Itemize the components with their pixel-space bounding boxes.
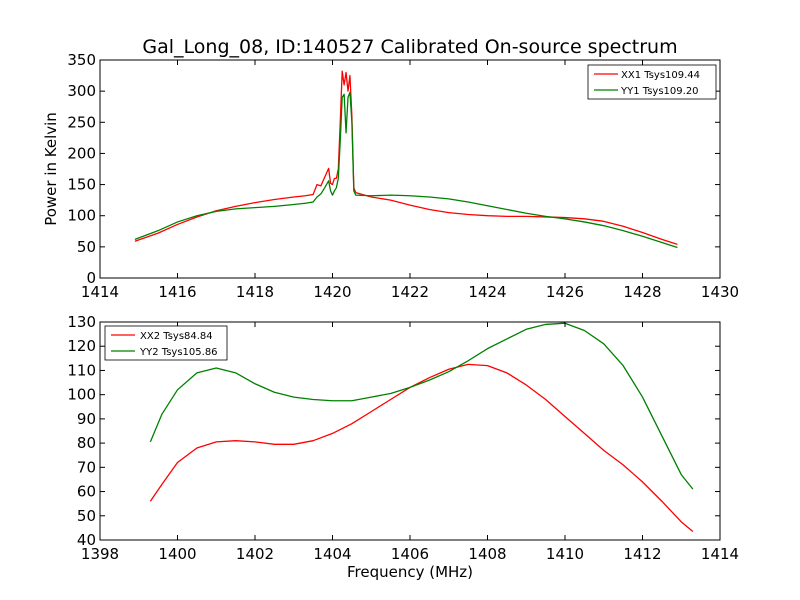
bottom-x-tick-label: 1408 — [468, 545, 506, 563]
top-y-tick-label: 300 — [67, 82, 96, 100]
top-x-tick-label: 1426 — [546, 283, 584, 301]
top-x-tick-label: 1422 — [391, 283, 429, 301]
top-series-layer — [134, 70, 678, 249]
top-y-tick-label: 350 — [67, 51, 96, 69]
top-ticks-layer: 1414 1416 1418 1420 1422 1424 1426 1428 1430 0 50 1… — [67, 51, 739, 301]
bottom-y-tick-label: 110 — [67, 361, 96, 379]
bottom-x-tick-label: 1406 — [391, 545, 429, 563]
top-y-tick-label: 50 — [77, 238, 96, 256]
bottom-x-tick-label: 1414 — [701, 545, 739, 563]
top-legend-label-yy1: YY1 Tsys109.20 — [620, 86, 699, 97]
top-y-tick-label: 100 — [67, 207, 96, 225]
figure-title: Gal_Long_08, ID:140527 Calibrated On-sou… — [142, 36, 677, 58]
top-legend-box — [587, 64, 717, 100]
top-x-tick-label: 1418 — [236, 283, 274, 301]
bottom-ticks-layer: 1398 1400 1402 1404 1406 1408 1410 1412 1414 40 50… — [67, 313, 739, 563]
top-y-tick-label: 250 — [67, 113, 96, 131]
bottom-x-tick-label: 1400 — [158, 545, 196, 563]
bottom-panel: 1398 1400 1402 1404 1406 1408 1410 1412 1414 40 50… — [67, 313, 739, 581]
bottom-x-tick-label: 1398 — [81, 545, 119, 563]
bottom-series-line-xx — [149, 363, 694, 533]
top-x-tick-label: 1414 — [81, 283, 119, 301]
bottom-y-tick-label: 40 — [77, 531, 96, 549]
top-x-tick-label: 1416 — [158, 283, 196, 301]
top-x-tick-label: 1428 — [623, 283, 661, 301]
bottom-series-line-yy — [149, 322, 694, 490]
bottom-x-tick-label: 1410 — [546, 545, 584, 563]
bottom-x-tick-label: 1404 — [313, 545, 351, 563]
top-series-line-xx — [134, 70, 678, 245]
bottom-y-tick-label: 60 — [77, 483, 96, 501]
top-y-tick-label: 150 — [67, 176, 96, 194]
bottom-y-tick-label: 80 — [77, 434, 96, 452]
bottom-x-tick-label: 1412 — [623, 545, 661, 563]
top-legend-label-xx1: XX1 Tsys109.44 — [621, 70, 700, 81]
top-y-axis-label: Power in Kelvin — [42, 112, 60, 226]
bottom-legend-box — [104, 325, 228, 361]
bottom-legend: XX2 Tsys84.84 YY2 Tsys105.86 — [104, 325, 228, 361]
bottom-series-layer — [149, 322, 694, 533]
top-y-tick-label: 200 — [67, 144, 96, 162]
bottom-legend-label-xx2: XX2 Tsys84.84 — [140, 331, 213, 342]
bottom-y-tick-label: 130 — [67, 313, 96, 331]
top-x-tick-label: 1424 — [468, 283, 506, 301]
bottom-y-tick-label: 90 — [77, 410, 96, 428]
bottom-y-tick-label: 120 — [67, 337, 96, 355]
bottom-x-axis-label: Frequency (MHz) — [347, 563, 473, 581]
top-y-tick-label: 0 — [86, 269, 96, 287]
bottom-y-tick-label: 50 — [77, 507, 96, 525]
top-x-tick-label: 1430 — [701, 283, 739, 301]
bottom-legend-label-yy2: YY2 Tsys105.86 — [139, 347, 218, 358]
bottom-x-tick-label: 1402 — [236, 545, 274, 563]
top-legend: XX1 Tsys109.44 YY1 Tsys109.20 — [587, 64, 717, 100]
top-panel: 1414 1416 1418 1420 1422 1424 1426 1428 1430 0 50 1… — [42, 51, 739, 301]
top-x-tick-label: 1420 — [313, 283, 351, 301]
bottom-y-tick-label: 70 — [77, 458, 96, 476]
top-series-line-yy — [134, 91, 678, 249]
bottom-y-tick-label: 100 — [67, 386, 96, 404]
